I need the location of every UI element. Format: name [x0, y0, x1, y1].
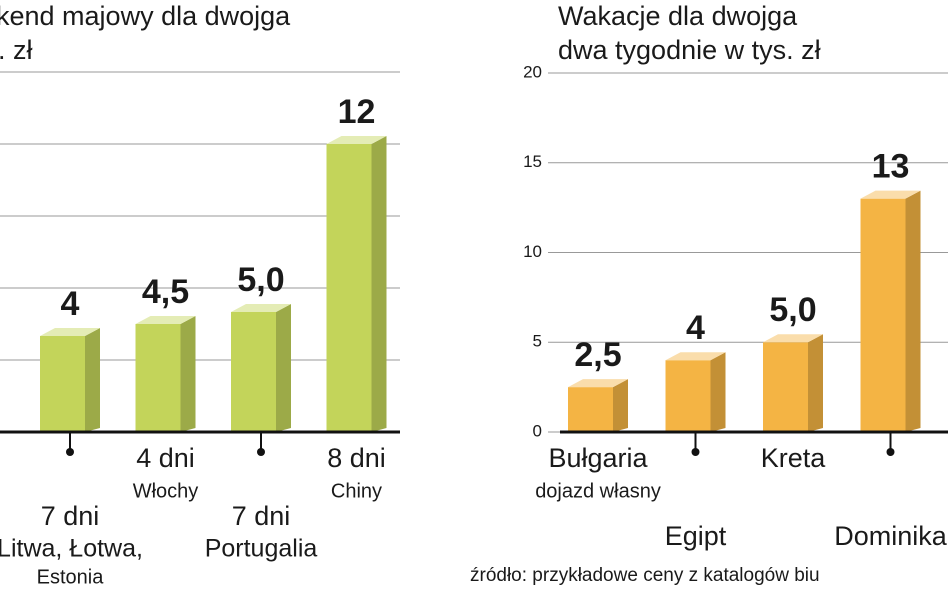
bar-front — [40, 336, 85, 432]
category-note: Litwa, Łotwa, — [0, 535, 143, 563]
bar-front — [860, 198, 906, 432]
x-tick-label: Egipt — [665, 521, 727, 551]
x-tick-label: 8 dni — [327, 443, 386, 473]
bar-front — [326, 144, 372, 432]
value-label: 5,0 — [769, 291, 816, 329]
y-tick-label: 0 — [533, 421, 542, 440]
value-label: 13 — [872, 148, 910, 186]
y-tick-label: 15 — [523, 152, 542, 171]
x-tick-label: 7 dni — [41, 501, 100, 531]
bar-side — [371, 136, 387, 432]
category-note: Włochy — [133, 480, 199, 502]
y-tick-label: 20 — [523, 62, 542, 81]
bar-side — [905, 190, 921, 432]
bar-side — [276, 304, 291, 432]
category-note: Chiny — [331, 480, 382, 502]
y-tick-label: 10 — [523, 242, 542, 261]
y-tick-label: 5 — [533, 332, 542, 351]
bar-top — [763, 334, 823, 343]
x-tick-label: Dominika — [834, 521, 948, 551]
bar-side — [180, 316, 196, 432]
bar-side — [613, 379, 628, 432]
chart-subtitle: dwa tygodnie w tys. zł — [558, 35, 821, 65]
category-note: Portugalia — [205, 535, 318, 563]
bar-side — [710, 352, 726, 432]
bar-top — [135, 316, 196, 324]
chart-subtitle: . zł — [0, 35, 33, 65]
pin-head — [886, 448, 895, 456]
value-label: 4 — [686, 309, 705, 347]
category-note: dojazd własny — [535, 480, 661, 502]
value-label: 4,5 — [142, 273, 189, 311]
bar-front — [568, 387, 613, 432]
x-tick-label: 7 dni — [232, 501, 291, 531]
value-label: 12 — [338, 93, 376, 131]
category-note: Estonia — [37, 566, 105, 588]
pin-head — [257, 448, 265, 456]
bar-top — [40, 328, 100, 336]
value-label: 5,0 — [237, 261, 284, 299]
bar-top — [326, 136, 387, 144]
bar-top — [231, 304, 291, 312]
pin-head — [66, 448, 74, 456]
x-tick-label: Bułgaria — [548, 443, 648, 473]
bar-side — [808, 334, 823, 432]
chart-title: Wakacje dla dwojga — [558, 1, 798, 31]
value-label: 4 — [61, 285, 80, 323]
bar-side — [85, 328, 100, 432]
bar-front — [135, 324, 181, 432]
x-tick-label: Kreta — [761, 443, 827, 473]
bar-front — [763, 342, 808, 432]
source-note: źródło: przykładowe ceny z katalogów biu — [470, 565, 820, 586]
bar-front — [665, 360, 711, 432]
bar-top — [665, 352, 726, 361]
bar-front — [231, 312, 276, 432]
x-tick-label: 4 dni — [136, 443, 195, 473]
value-label: 2,5 — [574, 336, 621, 374]
bar-top — [860, 190, 921, 199]
bar-top — [568, 379, 628, 388]
chart-title: kend majowy dla dwojga — [0, 1, 291, 31]
pin-head — [691, 448, 700, 456]
